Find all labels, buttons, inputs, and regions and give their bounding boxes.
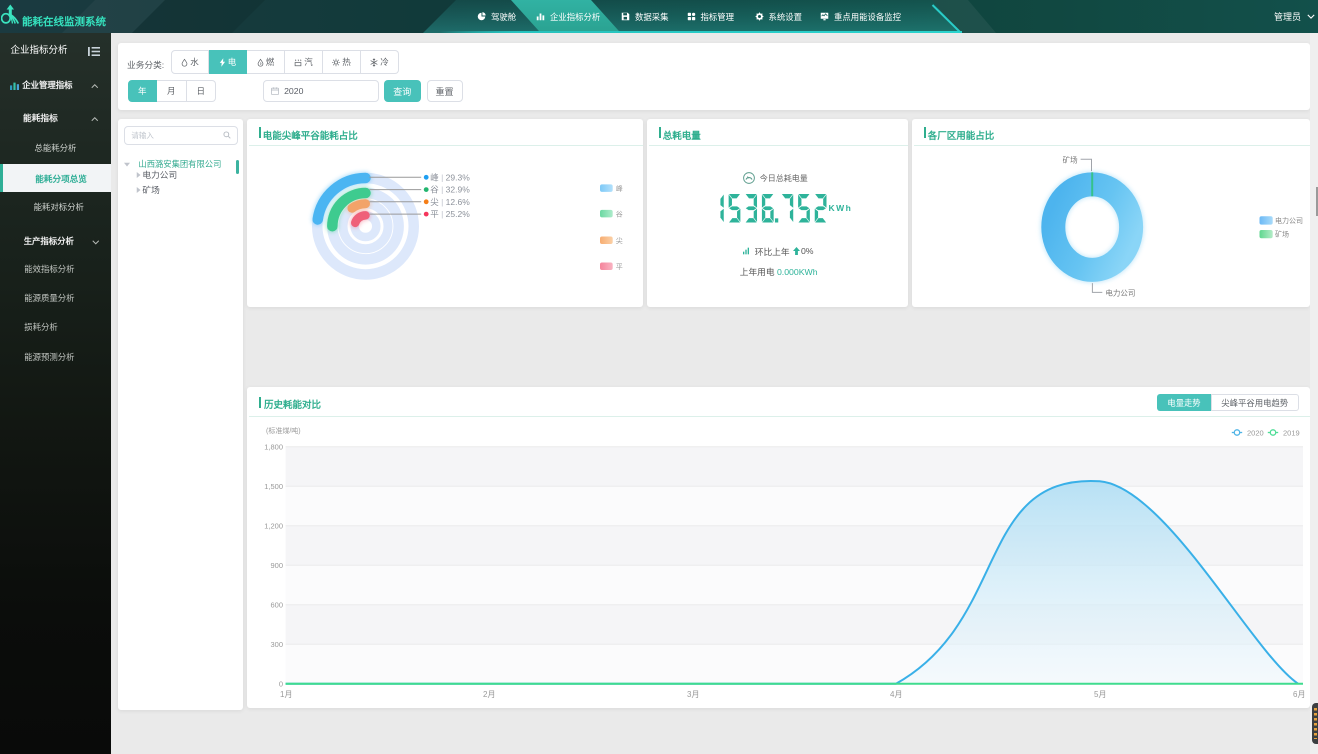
svg-text:(标准煤/吨): (标准煤/吨): [266, 426, 301, 435]
svg-text:电力公司: 电力公司: [1275, 216, 1303, 225]
svg-text:2020: 2020: [1247, 429, 1264, 438]
svg-text:2019: 2019: [1283, 429, 1300, 438]
svg-text:0: 0: [279, 680, 283, 689]
svg-text:平 | 25.2%: 平 | 25.2%: [430, 209, 470, 219]
svg-text:6月: 6月: [1293, 690, 1305, 699]
svg-text:5月: 5月: [1094, 690, 1106, 699]
svg-text:600: 600: [270, 601, 283, 610]
svg-text:谷: 谷: [616, 209, 623, 218]
svg-text:矿场: 矿场: [1063, 154, 1079, 164]
svg-text:4月: 4月: [890, 690, 902, 699]
svg-text:2月: 2月: [483, 690, 495, 699]
svg-text:3月: 3月: [687, 690, 699, 699]
svg-text:峰: 峰: [616, 183, 623, 192]
svg-text:1,800: 1,800: [264, 443, 283, 452]
svg-text:谷 | 32.9%: 谷 | 32.9%: [430, 184, 470, 194]
svg-text:300: 300: [270, 640, 283, 649]
svg-text:平: 平: [616, 262, 623, 270]
svg-text:900: 900: [270, 561, 283, 570]
svg-text:1,500: 1,500: [264, 482, 283, 491]
svg-text:电力公司: 电力公司: [1105, 287, 1135, 297]
svg-text:峰 | 29.3%: 峰 | 29.3%: [430, 172, 470, 182]
svg-text:1月: 1月: [280, 690, 292, 699]
svg-text:1,200: 1,200: [264, 522, 283, 531]
svg-text:尖: 尖: [616, 235, 623, 244]
svg-text:矿场: 矿场: [1275, 229, 1289, 238]
svg-text:尖 | 12.6%: 尖 | 12.6%: [430, 196, 470, 206]
